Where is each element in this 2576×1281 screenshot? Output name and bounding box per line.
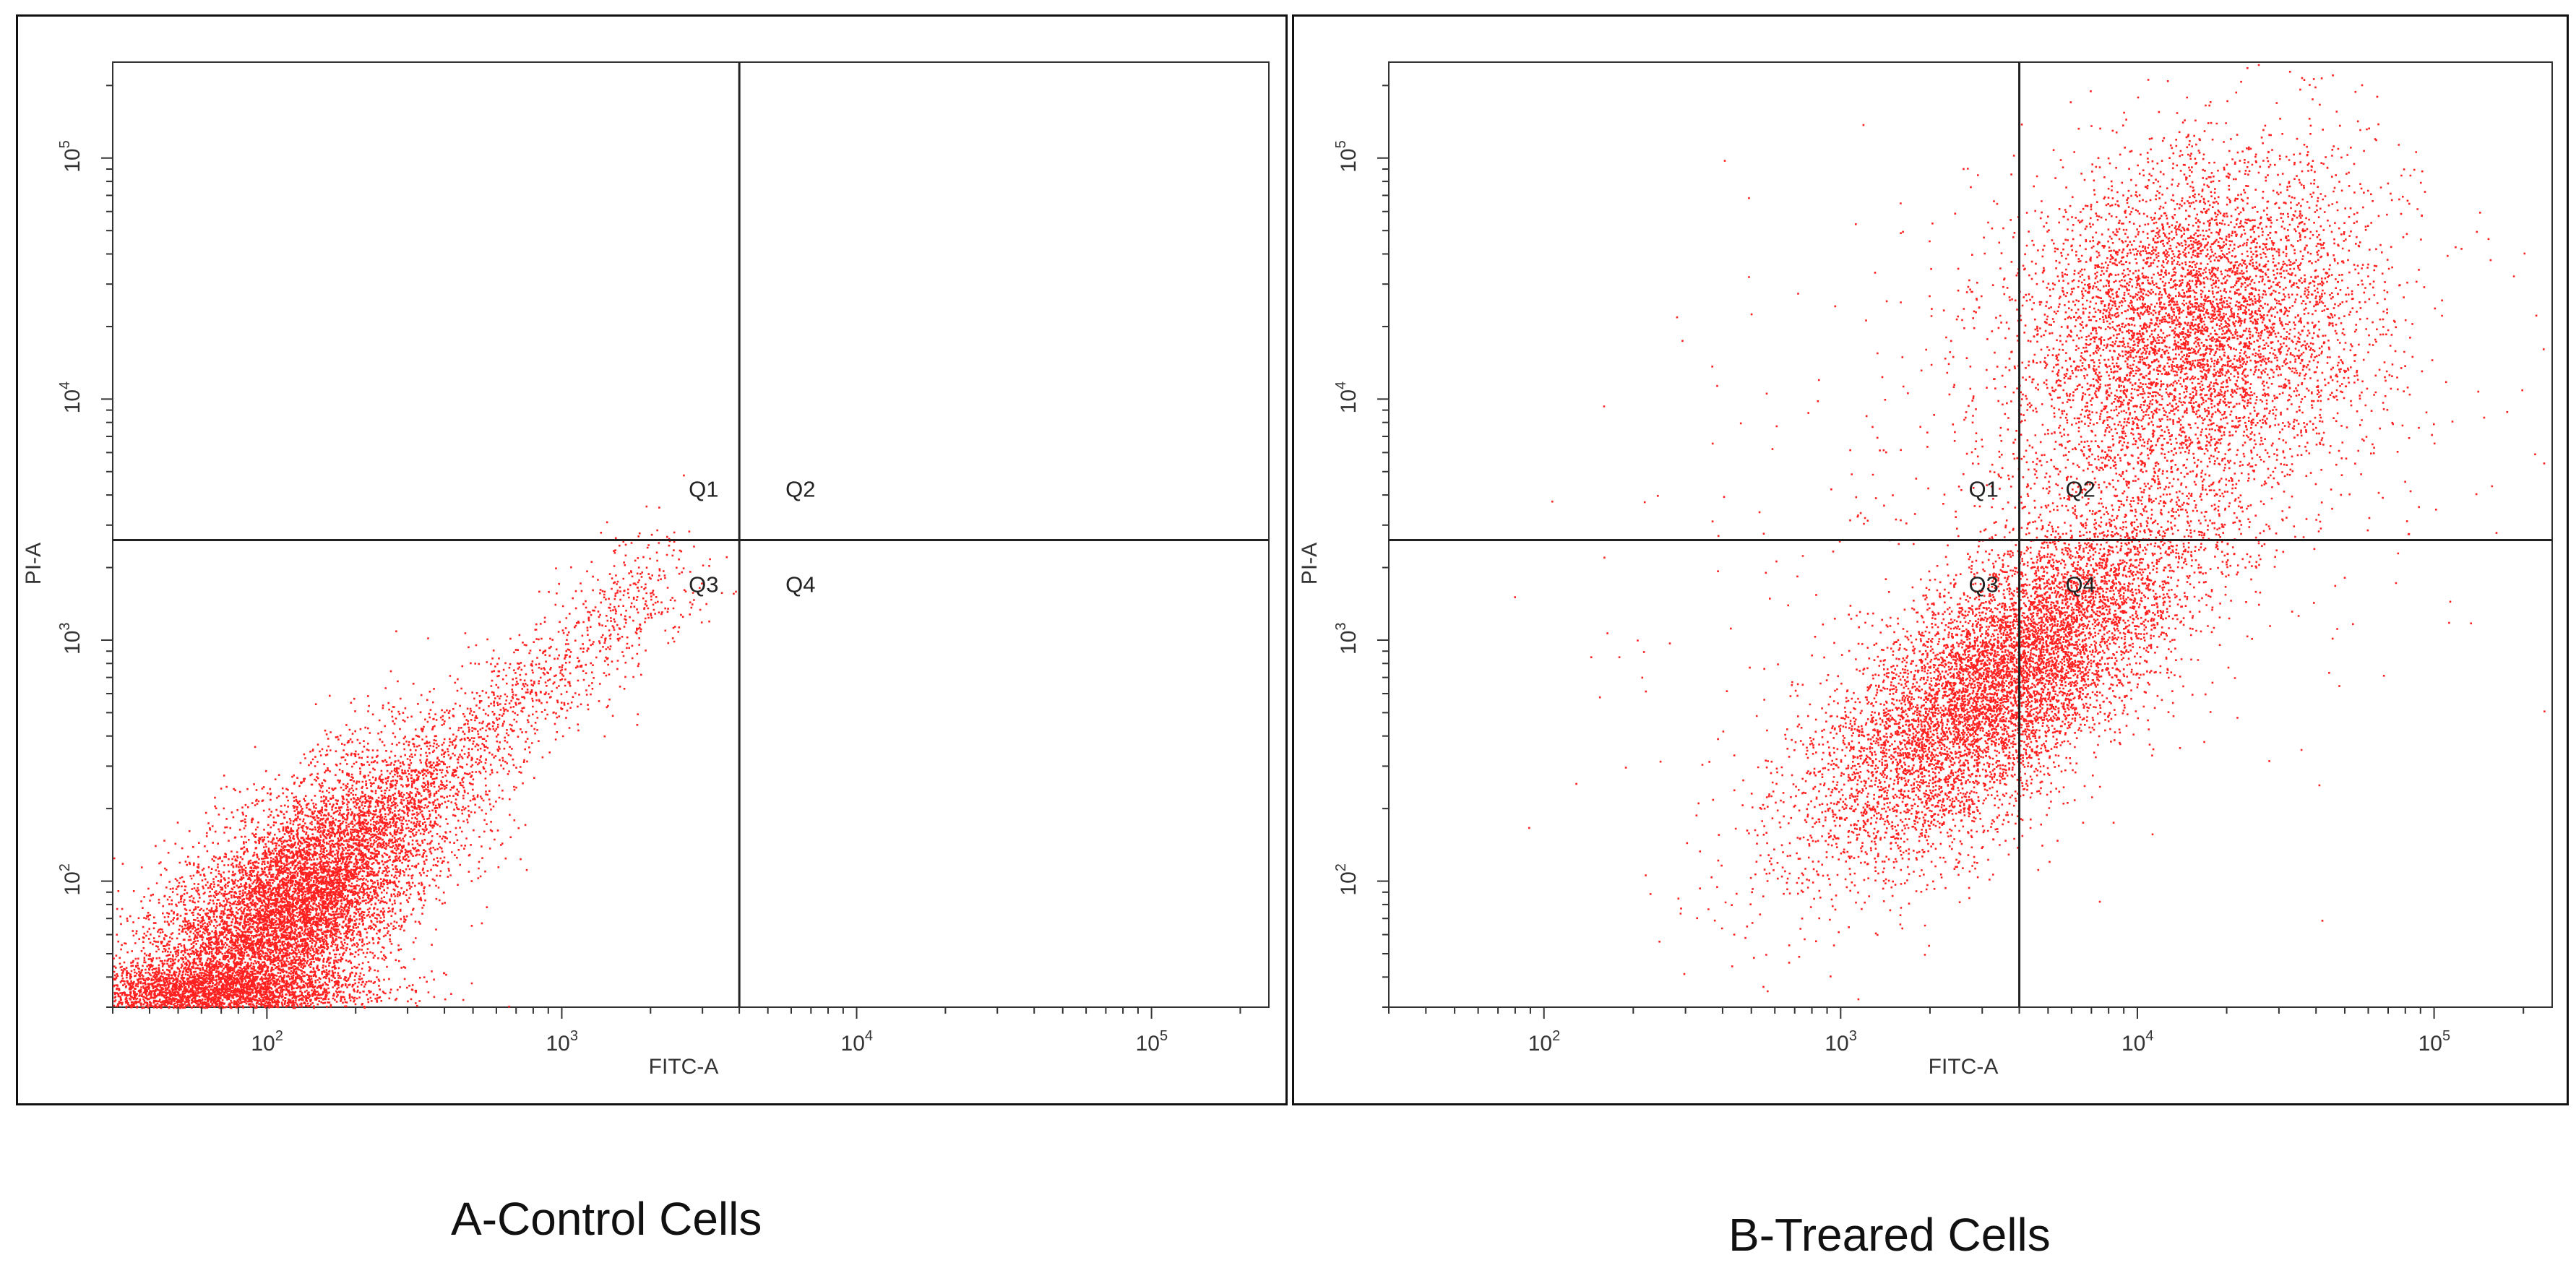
y-tick-label: 104 [57,381,85,414]
quadrant-label-q2: Q2 [785,477,815,502]
axis-ticks [101,85,1241,1019]
x-tick-label: 103 [546,1028,578,1056]
y-tick-label: 105 [1333,140,1361,173]
quadrant-label-q4: Q4 [2066,572,2095,598]
y-axis-title: PI-A [22,543,46,585]
quadrant-label-q3: Q3 [1969,572,1999,598]
y-tick-label: 105 [57,140,85,173]
y-tick-label: 103 [1333,622,1361,655]
quadrant-label-q1: Q1 [1969,477,1999,502]
x-tick-label: 102 [1528,1028,1561,1056]
caption-control-cells: A-Control Cells [451,1193,762,1245]
x-axis-title: FITC-A [649,1055,719,1079]
y-tick-label: 102 [1333,863,1361,896]
quadrant-label-q4: Q4 [785,572,815,598]
x-tick-label: 105 [2418,1028,2451,1056]
quadrant-label-q3: Q3 [689,572,718,598]
plot-area [1388,61,2553,1008]
x-tick-label: 103 [1825,1028,1857,1056]
panel-a-control: Q1 Q2 Q3 Q4 102 103 104 105 102 103 104 105 FITC-A PI… [22,61,1270,1079]
quadrant-label-q1: Q1 [689,477,718,502]
y-tick-label: 104 [1333,381,1361,414]
x-tick-label: 102 [251,1028,283,1056]
x-tick-label: 104 [841,1028,874,1056]
x-tick-label: 104 [2121,1028,2154,1056]
x-axis-title: FITC-A [1929,1055,1999,1079]
y-axis-title: PI-A [1298,543,1322,585]
plot-area [112,61,1270,1008]
x-tick-label: 105 [1136,1028,1168,1056]
axis-ticks [1377,85,2525,1019]
y-tick-label: 102 [57,863,85,896]
caption-treated-cells: B-Treared Cells [1728,1209,2051,1261]
panel-b-treated: Q1 Q2 Q3 Q4 102 103 104 105 102 103 104 105 FITC-A PI… [1298,61,2553,1079]
quadrant-label-q2: Q2 [2066,477,2095,502]
y-tick-label: 103 [57,622,85,655]
